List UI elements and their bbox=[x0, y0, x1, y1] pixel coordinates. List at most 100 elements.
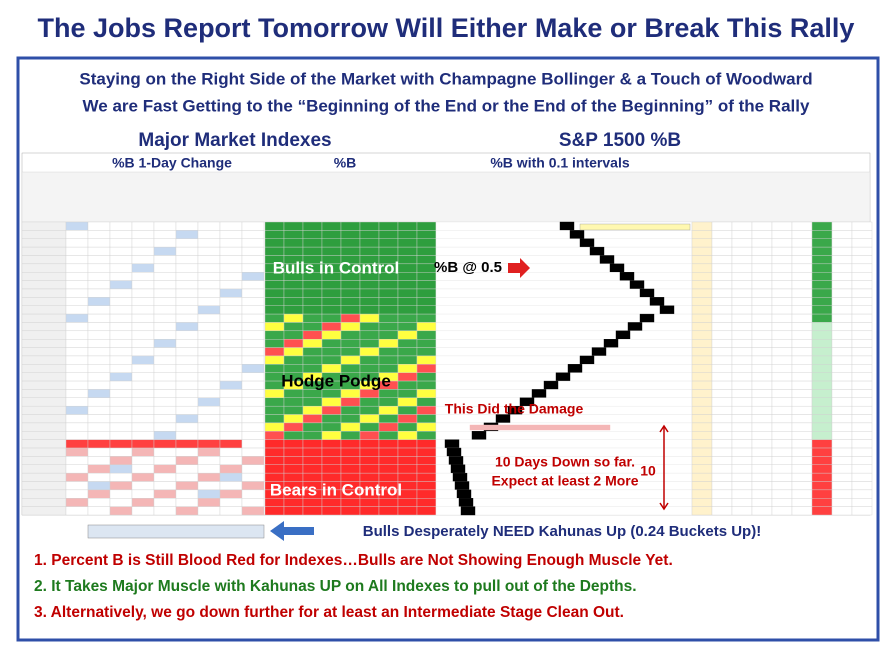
cell bbox=[21, 498, 67, 507]
cell bbox=[711, 447, 733, 457]
cell bbox=[340, 464, 361, 474]
cell bbox=[416, 431, 437, 440]
cell bbox=[87, 472, 111, 482]
cell bbox=[771, 389, 793, 398]
cell bbox=[359, 246, 380, 256]
cell bbox=[751, 447, 773, 457]
cell bbox=[691, 288, 713, 298]
cell bbox=[131, 263, 155, 273]
cell bbox=[397, 405, 418, 415]
cell bbox=[731, 472, 753, 482]
cell bbox=[21, 246, 67, 256]
cell bbox=[811, 355, 833, 365]
cell bbox=[153, 330, 177, 340]
cell bbox=[21, 372, 67, 382]
cell bbox=[153, 506, 177, 516]
cell bbox=[851, 263, 873, 273]
cell bbox=[219, 347, 243, 357]
cell bbox=[691, 414, 713, 424]
cell bbox=[435, 230, 693, 239]
cell bbox=[851, 472, 873, 482]
cell bbox=[241, 355, 265, 365]
cell bbox=[711, 347, 733, 357]
arrow bbox=[270, 521, 314, 541]
cell bbox=[87, 498, 111, 507]
cell bbox=[241, 330, 265, 340]
cell bbox=[153, 322, 177, 332]
cell bbox=[831, 389, 853, 398]
cell bbox=[109, 339, 133, 348]
cell bbox=[109, 464, 133, 474]
cell bbox=[416, 380, 437, 390]
cell bbox=[435, 322, 693, 332]
cell bbox=[731, 330, 753, 340]
cell bbox=[791, 464, 813, 474]
cell bbox=[65, 464, 89, 474]
cell bbox=[175, 489, 199, 499]
cell bbox=[397, 339, 418, 348]
cell bbox=[751, 364, 773, 373]
cell bbox=[851, 322, 873, 332]
cell bbox=[397, 230, 418, 239]
cell bbox=[378, 347, 399, 357]
cell bbox=[109, 255, 133, 265]
cell bbox=[65, 255, 89, 265]
cell bbox=[731, 380, 753, 390]
cell bbox=[416, 238, 437, 248]
cell bbox=[649, 297, 665, 306]
cell bbox=[302, 330, 323, 340]
cell bbox=[811, 288, 833, 298]
cell bbox=[771, 280, 793, 290]
cell bbox=[21, 355, 67, 365]
cell bbox=[851, 389, 873, 398]
cell bbox=[771, 397, 793, 407]
cell bbox=[458, 498, 474, 507]
cell bbox=[283, 414, 304, 424]
cell bbox=[175, 263, 199, 273]
cell bbox=[302, 313, 323, 323]
cell bbox=[811, 263, 833, 273]
cell bbox=[153, 305, 177, 315]
cell bbox=[87, 380, 111, 390]
cell bbox=[241, 456, 265, 465]
cell bbox=[731, 422, 753, 432]
cell bbox=[771, 481, 793, 491]
cell bbox=[340, 347, 361, 357]
cell bbox=[219, 456, 243, 465]
cell bbox=[791, 305, 813, 315]
cell bbox=[65, 288, 89, 298]
cell bbox=[619, 272, 635, 281]
cell bbox=[340, 305, 361, 315]
cell bbox=[731, 506, 753, 516]
cell bbox=[197, 230, 221, 239]
bracket bbox=[659, 424, 669, 511]
cell bbox=[153, 263, 177, 273]
note: 1. Percent B is Still Blood Red for Inde… bbox=[34, 552, 673, 569]
cell bbox=[771, 472, 793, 482]
cell bbox=[109, 414, 133, 424]
cell bbox=[416, 447, 437, 457]
cell bbox=[321, 355, 342, 365]
cell bbox=[691, 372, 713, 382]
cell bbox=[283, 397, 304, 407]
cell bbox=[397, 506, 418, 516]
cell bbox=[378, 389, 399, 398]
cell bbox=[302, 397, 323, 407]
cell bbox=[711, 280, 733, 290]
cell bbox=[131, 506, 155, 516]
cell bbox=[397, 364, 418, 373]
cell bbox=[65, 280, 89, 290]
cell bbox=[264, 313, 285, 323]
cell bbox=[241, 297, 265, 306]
cell bbox=[771, 405, 793, 415]
cell bbox=[21, 305, 67, 315]
cell bbox=[416, 472, 437, 482]
cell bbox=[219, 246, 243, 256]
cell bbox=[751, 347, 773, 357]
cell bbox=[219, 364, 243, 373]
cell bbox=[851, 372, 873, 382]
cell bbox=[711, 305, 733, 315]
cell bbox=[131, 380, 155, 390]
cell bbox=[219, 498, 243, 507]
